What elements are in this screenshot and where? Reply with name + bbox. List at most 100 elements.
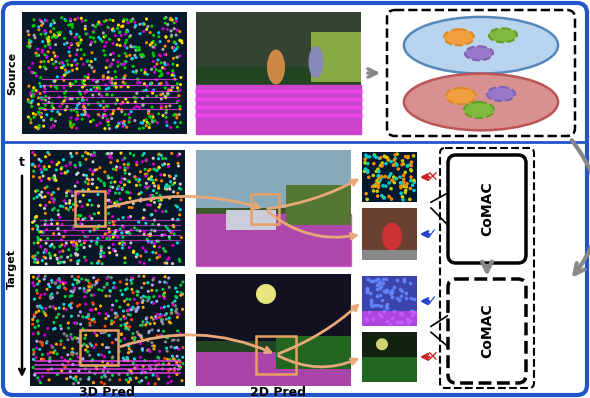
Point [88, 159, 97, 165]
Point [45, 357, 54, 363]
Point [60, 35, 69, 41]
Point [31, 355, 41, 361]
Point [41, 185, 50, 191]
Point [61, 293, 70, 300]
Text: ✓: ✓ [426, 294, 438, 308]
Point [160, 312, 170, 318]
Point [168, 84, 178, 90]
Point [70, 207, 79, 213]
Point [121, 40, 130, 46]
Point [57, 15, 67, 21]
Point [160, 355, 169, 361]
Point [85, 283, 94, 290]
Point [90, 152, 100, 158]
Point [36, 228, 45, 235]
Ellipse shape [256, 284, 276, 304]
Point [145, 257, 154, 263]
Point [135, 21, 145, 27]
Point [171, 119, 180, 126]
Point [106, 236, 115, 242]
Point [47, 277, 57, 284]
Point [117, 331, 126, 337]
Point [148, 221, 158, 228]
Point [112, 96, 122, 102]
Point [67, 189, 77, 195]
Point [129, 360, 138, 367]
Point [111, 248, 120, 254]
Point [409, 296, 418, 302]
Point [375, 155, 384, 162]
Point [61, 96, 70, 103]
Point [99, 98, 108, 105]
Point [91, 341, 101, 348]
Point [159, 246, 168, 252]
Point [57, 355, 67, 361]
Point [174, 163, 183, 169]
Point [115, 29, 124, 35]
Point [54, 311, 63, 318]
Point [362, 289, 371, 296]
Point [49, 25, 58, 32]
Point [93, 277, 103, 283]
Point [156, 92, 166, 98]
Point [92, 239, 101, 245]
Point [165, 227, 174, 234]
Point [161, 94, 171, 101]
Point [136, 333, 145, 339]
Point [131, 174, 140, 180]
Point [69, 121, 78, 128]
Point [33, 250, 42, 256]
Point [130, 99, 140, 105]
Point [381, 303, 390, 309]
Point [150, 44, 159, 51]
Point [34, 236, 43, 242]
Point [145, 294, 154, 300]
Point [109, 241, 118, 248]
Point [42, 53, 52, 59]
Point [168, 45, 178, 51]
Point [52, 162, 61, 168]
Point [50, 197, 59, 204]
Point [37, 158, 46, 164]
Point [90, 227, 99, 233]
Point [76, 335, 85, 341]
Point [61, 279, 70, 286]
Point [149, 87, 158, 93]
Point [370, 153, 379, 159]
Point [398, 311, 407, 318]
Point [158, 209, 167, 215]
Point [48, 175, 58, 181]
Point [76, 213, 86, 219]
Point [112, 164, 121, 170]
Point [102, 92, 112, 98]
Point [90, 211, 99, 217]
Point [83, 74, 93, 81]
Point [385, 289, 395, 295]
Point [124, 229, 133, 236]
Point [132, 176, 141, 183]
Point [383, 155, 392, 161]
Point [92, 79, 101, 85]
Point [75, 285, 84, 291]
Point [75, 40, 84, 46]
Point [382, 276, 391, 283]
Point [120, 240, 129, 247]
Point [149, 155, 158, 162]
Point [39, 229, 48, 236]
Point [99, 369, 108, 375]
Point [90, 319, 99, 325]
Point [162, 181, 171, 188]
Point [378, 275, 387, 282]
Text: 2D Pred: 2D Pred [250, 386, 306, 398]
Point [73, 335, 82, 341]
Point [155, 39, 165, 45]
Point [109, 28, 119, 34]
Point [66, 150, 76, 157]
Point [408, 312, 417, 318]
Point [94, 91, 104, 97]
Point [156, 172, 166, 178]
Point [123, 28, 132, 35]
Point [45, 358, 54, 365]
Point [127, 56, 137, 62]
Point [42, 286, 52, 293]
